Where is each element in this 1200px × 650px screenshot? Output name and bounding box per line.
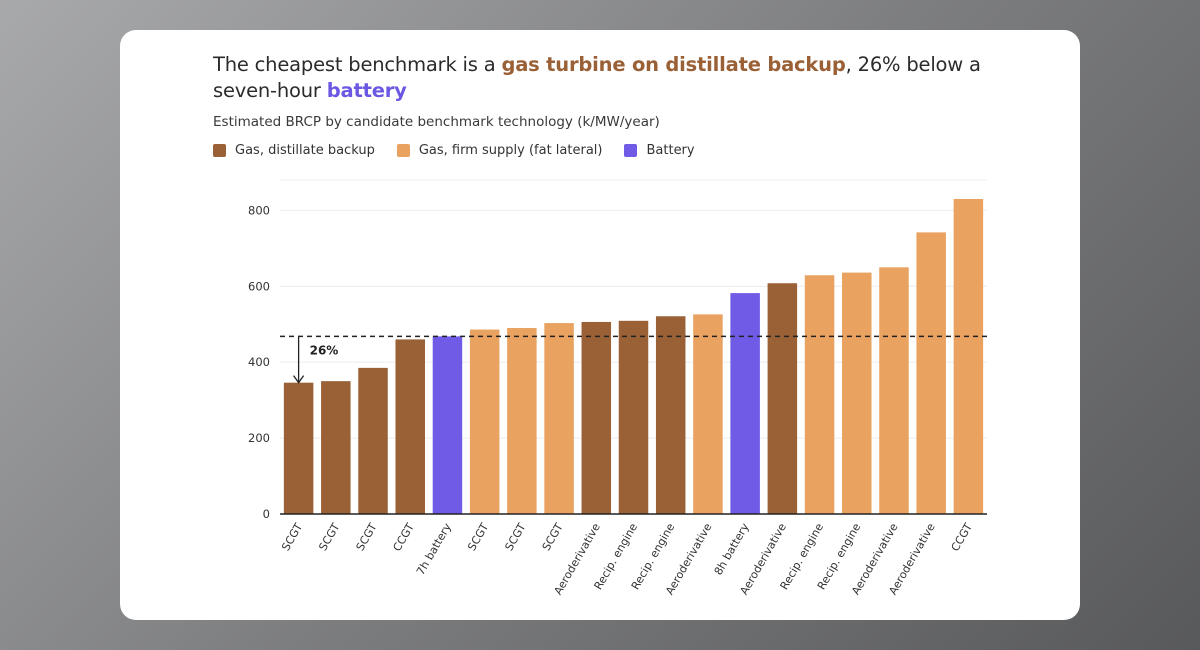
annotation-arrow-head <box>293 375 305 384</box>
title-highlight-distillate: gas turbine on distillate backup <box>501 53 846 76</box>
bar <box>916 232 946 515</box>
bar <box>767 283 798 514</box>
title-text-2: , 26% below a seven-hour <box>213 53 981 102</box>
x-tick-label: 7h battery <box>414 521 454 578</box>
bar <box>358 367 388 514</box>
legend-swatch-firm <box>396 144 410 157</box>
x-tick-label: SCGT <box>354 521 380 553</box>
title-text-1: The cheapest benchmark is a <box>213 53 502 76</box>
bar <box>321 381 351 514</box>
bar <box>842 272 872 514</box>
chart-subtitle: Estimated BRCP by candidate benchmark te… <box>213 114 660 130</box>
annotation-label: 26% <box>310 344 339 358</box>
y-tick-label: 800 <box>248 203 270 217</box>
bar <box>655 316 686 514</box>
x-tick-label: SCGT <box>279 521 305 553</box>
legend-label-distillate: Gas, distillate backup <box>235 143 375 158</box>
bar <box>507 328 537 514</box>
bar <box>283 382 314 514</box>
x-tick-label: CCGT <box>949 521 976 554</box>
y-tick-label: 600 <box>248 279 270 293</box>
legend-item-firm: Gas, firm supply (fat lateral) <box>396 143 603 158</box>
legend-item-battery: Battery <box>624 143 695 158</box>
bar <box>544 323 574 514</box>
legend-swatch-battery <box>624 144 638 157</box>
bar <box>395 339 425 514</box>
bar <box>581 321 612 514</box>
bar <box>432 336 463 514</box>
bar <box>693 314 723 514</box>
legend-swatch-distillate <box>213 144 226 157</box>
legend-label-firm: Gas, firm supply (fat lateral) <box>418 143 603 158</box>
x-tick-label: 8h battery <box>712 521 752 578</box>
chart-legend: Gas, distillate backup Gas, firm supply … <box>213 143 717 158</box>
legend-label-battery: Battery <box>646 143 695 158</box>
x-tick-label: SCGT <box>316 521 342 553</box>
title-highlight-battery: battery <box>326 79 407 102</box>
bar <box>469 329 500 514</box>
y-tick-label: 0 <box>263 507 270 521</box>
x-tick-label: SCGT <box>502 521 528 553</box>
chart-card: The cheapest benchmark is a gas turbine … <box>120 30 1080 620</box>
chart-title: The cheapest benchmark is a gas turbine … <box>213 52 1013 104</box>
bar <box>730 293 760 514</box>
x-tick-label: CCGT <box>390 521 417 554</box>
y-tick-label: 400 <box>248 355 270 369</box>
bar <box>879 267 909 514</box>
x-tick-label: SCGT <box>540 521 566 553</box>
y-tick-label: 200 <box>248 431 270 445</box>
x-tick-label: SCGT <box>465 521 491 553</box>
bar <box>953 198 984 514</box>
bar <box>618 320 649 514</box>
legend-item-distillate: Gas, distillate backup <box>213 143 375 158</box>
bar <box>804 275 835 514</box>
